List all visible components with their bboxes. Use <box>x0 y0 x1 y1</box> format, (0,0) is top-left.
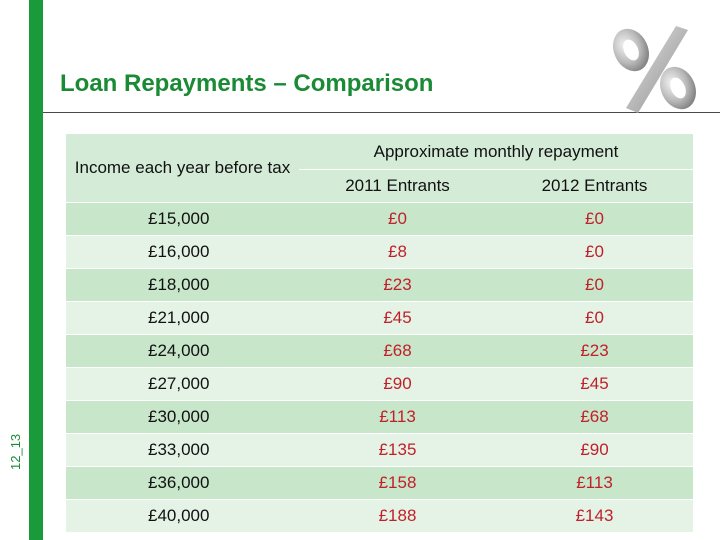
side-margin <box>0 0 29 540</box>
table-row: £36,000 £158 £113 <box>66 466 694 500</box>
repayment-table: Income each year before tax Approximate … <box>66 133 694 532</box>
repayment-2012-cell: £0 <box>496 268 694 302</box>
repayment-2012-cell: £0 <box>496 235 694 269</box>
income-cell: £36,000 <box>66 466 299 500</box>
repayment-2012-cell: £90 <box>496 433 694 467</box>
slide-number: 12_13 <box>8 433 23 470</box>
green-side-bar <box>29 0 43 540</box>
repayment-2011-cell: £113 <box>299 400 496 434</box>
repayment-2012-cell: £45 <box>496 367 694 401</box>
repayment-2011-cell: £135 <box>299 433 496 467</box>
slide-title: Loan Repayments – Comparison <box>60 70 434 97</box>
income-cell: £40,000 <box>66 499 299 532</box>
repayment-2011-cell: £23 <box>299 268 496 302</box>
table-row: £30,000 £113 £68 <box>66 400 694 434</box>
repayment-2012-cell: £0 <box>496 202 694 236</box>
repayment-2012-cell: £113 <box>496 466 694 500</box>
repayment-2012-cell: £68 <box>496 400 694 434</box>
table-subheader-row: 2011 Entrants 2012 Entrants <box>66 169 694 203</box>
approx-repayment-header: Approximate monthly repayment <box>299 133 694 170</box>
repayment-2012-cell: £143 <box>496 499 694 532</box>
income-cell: £18,000 <box>66 268 299 302</box>
table-row: £16,000 £8 £0 <box>66 235 694 269</box>
table-row: £18,000 £23 £0 <box>66 268 694 302</box>
repayment-2011-cell: £158 <box>299 466 496 500</box>
income-cell: £27,000 <box>66 367 299 401</box>
percent-icon <box>613 26 696 113</box>
title-divider <box>43 112 720 113</box>
income-cell: £21,000 <box>66 301 299 335</box>
table-row: £40,000 £188 £143 <box>66 499 694 532</box>
income-cell: £15,000 <box>66 202 299 236</box>
table-row: £27,000 £90 £45 <box>66 367 694 401</box>
table-row: £21,000 £45 £0 <box>66 301 694 335</box>
header-2012-entrants: 2012 Entrants <box>496 169 694 203</box>
repayment-2012-cell: £0 <box>496 301 694 335</box>
income-cell: £16,000 <box>66 235 299 269</box>
table-header-row: Income each year before tax Approximate … <box>66 133 694 203</box>
repayment-2011-cell: £90 <box>299 367 496 401</box>
repayment-2012-cell: £23 <box>496 334 694 368</box>
table-row: £33,000 £135 £90 <box>66 433 694 467</box>
income-header: Income each year before tax <box>66 133 299 203</box>
header-2011-entrants: 2011 Entrants <box>299 169 496 203</box>
repayment-2011-cell: £188 <box>299 499 496 532</box>
table-row: £15,000 £0 £0 <box>66 202 694 236</box>
repayment-2011-cell: £68 <box>299 334 496 368</box>
income-cell: £30,000 <box>66 400 299 434</box>
repayment-2011-cell: £8 <box>299 235 496 269</box>
table-row: £24,000 £68 £23 <box>66 334 694 368</box>
repayment-2011-cell: £0 <box>299 202 496 236</box>
repayment-2011-cell: £45 <box>299 301 496 335</box>
income-cell: £33,000 <box>66 433 299 467</box>
income-cell: £24,000 <box>66 334 299 368</box>
